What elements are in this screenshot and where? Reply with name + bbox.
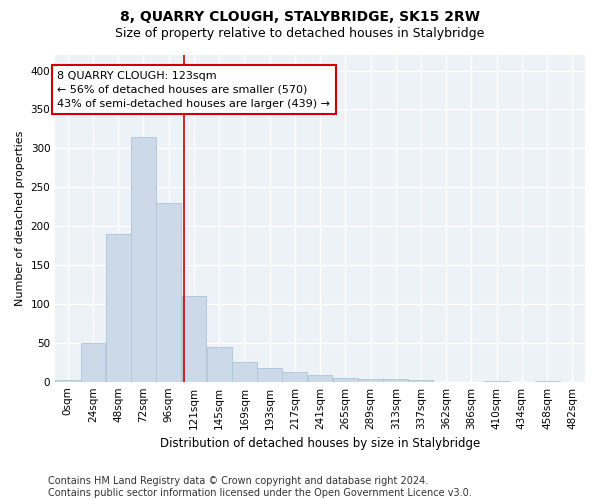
Bar bbox=[308, 376, 332, 382]
Bar bbox=[283, 372, 307, 382]
Bar bbox=[182, 296, 206, 382]
Bar bbox=[55, 380, 80, 382]
Text: Size of property relative to detached houses in Stalybridge: Size of property relative to detached ho… bbox=[115, 28, 485, 40]
Y-axis label: Number of detached properties: Number of detached properties bbox=[15, 130, 25, 306]
Bar bbox=[131, 136, 156, 382]
Bar bbox=[106, 234, 131, 382]
Bar bbox=[484, 381, 509, 382]
Bar bbox=[207, 346, 232, 382]
Bar bbox=[232, 362, 257, 382]
X-axis label: Distribution of detached houses by size in Stalybridge: Distribution of detached houses by size … bbox=[160, 437, 480, 450]
Text: 8, QUARRY CLOUGH, STALYBRIDGE, SK15 2RW: 8, QUARRY CLOUGH, STALYBRIDGE, SK15 2RW bbox=[120, 10, 480, 24]
Bar bbox=[409, 380, 433, 382]
Bar bbox=[257, 368, 282, 382]
Bar bbox=[333, 378, 358, 382]
Text: 8 QUARRY CLOUGH: 123sqm
← 56% of detached houses are smaller (570)
43% of semi-d: 8 QUARRY CLOUGH: 123sqm ← 56% of detache… bbox=[57, 70, 330, 108]
Bar bbox=[157, 203, 181, 382]
Bar bbox=[383, 380, 408, 382]
Text: Contains HM Land Registry data © Crown copyright and database right 2024.
Contai: Contains HM Land Registry data © Crown c… bbox=[48, 476, 472, 498]
Bar bbox=[535, 381, 560, 382]
Bar bbox=[358, 380, 383, 382]
Bar bbox=[80, 343, 106, 382]
